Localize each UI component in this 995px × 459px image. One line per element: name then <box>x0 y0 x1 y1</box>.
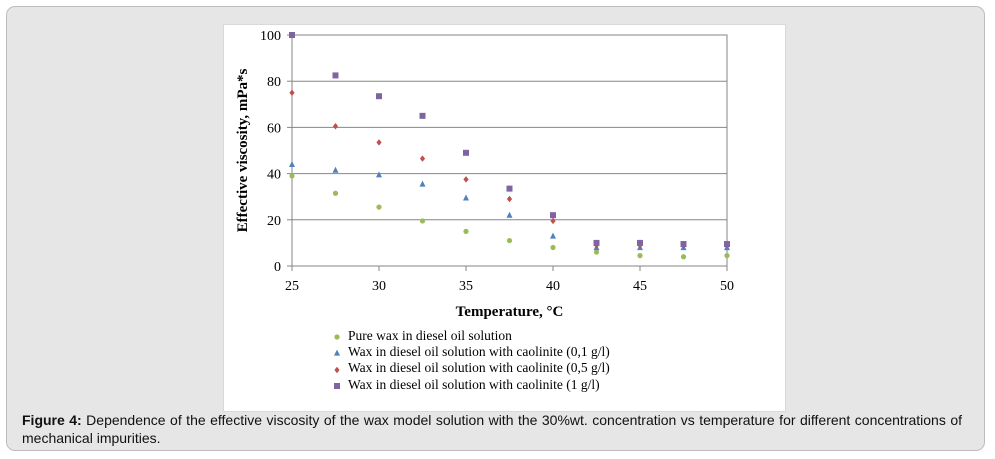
y-axis-label: Effective viscosity, mPa*s <box>235 68 251 232</box>
legend-marker-icon <box>331 328 343 344</box>
data-point-circle <box>593 249 600 255</box>
x-tick-label: 30 <box>372 279 386 294</box>
legend-label: Wax in diesel oil solution with caolinit… <box>348 344 610 360</box>
data-point-diamond <box>419 155 426 162</box>
data-point-square <box>680 241 687 248</box>
legend-marker-diamond <box>334 366 340 373</box>
x-tick-label: 35 <box>459 279 473 294</box>
data-point-square <box>724 241 730 248</box>
figure-frame <box>6 6 985 451</box>
data-point-circle <box>637 253 643 259</box>
data-point-square <box>332 72 339 79</box>
legend-label: Wax in diesel oil solution with caolinit… <box>348 376 600 392</box>
data-point-circle <box>463 228 469 234</box>
data-point-square <box>419 112 426 119</box>
legend-item: Wax in diesel oil solution with caolinit… <box>331 344 610 360</box>
x-tick-label: 25 <box>285 279 299 294</box>
data-point-triangle <box>419 180 426 187</box>
chart-legend: Pure wax in diesel oil solution Wax in di… <box>331 328 610 393</box>
data-point-square <box>506 185 513 192</box>
y-tick-label: 100 <box>260 29 281 44</box>
x-axis-label: Temperature, °C <box>456 304 564 320</box>
data-point-diamond <box>506 195 513 203</box>
legend-marker-square <box>334 382 340 389</box>
data-point-triangle <box>463 194 469 201</box>
data-point-circle <box>376 204 382 210</box>
data-point-diamond <box>550 217 556 225</box>
data-point-circle <box>506 237 513 244</box>
caption-label: Figure 4: <box>22 412 82 428</box>
y-tick-label: 20 <box>267 214 281 229</box>
data-point-diamond <box>332 123 339 130</box>
data-point-square <box>637 239 643 246</box>
data-point-triangle <box>376 171 382 178</box>
legend-item: Wax in diesel oil solution with caolinit… <box>331 377 610 393</box>
y-tick-label: 60 <box>267 121 281 136</box>
data-point-triangle <box>332 166 339 173</box>
figure-panel <box>223 24 786 412</box>
data-point-triangle <box>289 160 295 167</box>
data-point-square <box>376 93 382 100</box>
data-point-square <box>550 212 556 219</box>
data-point-circle <box>680 254 687 260</box>
legend-marker-icon <box>331 377 343 393</box>
x-tick-label: 50 <box>720 279 734 294</box>
data-point-square <box>463 149 469 156</box>
legend-item: Pure wax in diesel oil solution <box>331 328 610 344</box>
y-tick-label: 80 <box>267 75 281 90</box>
data-point-diamond <box>463 176 469 183</box>
data-point-circle <box>289 173 295 179</box>
data-point-diamond <box>289 89 295 96</box>
data-point-triangle <box>506 211 513 218</box>
plot-area <box>291 34 728 267</box>
legend-marker-circle <box>334 334 340 340</box>
y-tick-label: 40 <box>267 168 281 183</box>
data-point-diamond <box>376 139 382 146</box>
x-tick-label: 45 <box>633 279 647 294</box>
figure-caption: Figure 4: Dependence of the effective vi… <box>22 411 962 447</box>
data-point-circle <box>419 218 426 224</box>
legend-label: Wax in diesel oil solution with caolinit… <box>348 360 610 376</box>
legend-label: Pure wax in diesel oil solution <box>348 328 512 343</box>
legend-marker-icon <box>331 361 343 377</box>
data-point-square <box>593 239 600 246</box>
data-point-circle <box>332 190 339 196</box>
x-tick-label: 40 <box>546 279 560 294</box>
data-point-triangle <box>550 232 556 239</box>
legend-item: Wax in diesel oil solution with caolinit… <box>331 360 610 376</box>
caption-text: Dependence of the effective viscosity of… <box>22 412 962 446</box>
data-point-circle <box>724 253 730 259</box>
data-point-square <box>289 32 295 38</box>
y-tick-label: 0 <box>274 260 281 275</box>
legend-marker-icon <box>331 344 343 360</box>
legend-marker-triangle <box>334 349 340 356</box>
data-point-circle <box>550 244 556 251</box>
